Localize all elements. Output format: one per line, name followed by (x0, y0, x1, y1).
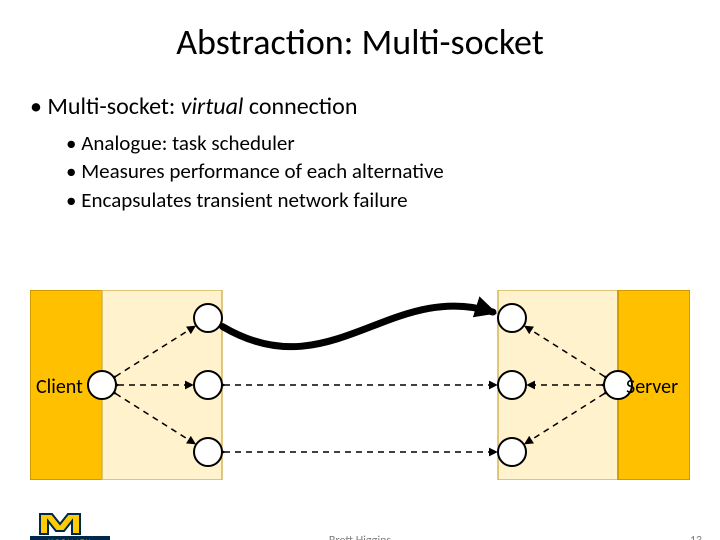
footer-author: Brett Higgins (0, 534, 720, 540)
sub-bullet: Encapsulates transient network failure (66, 186, 720, 214)
footer-page-number: 13 (690, 534, 702, 540)
main-bullet-prefix: Multi-socket: (47, 92, 180, 121)
server-label: Server (626, 375, 678, 399)
diagram-area: Client Server (30, 290, 690, 480)
main-bullet-italic: virtual (181, 92, 244, 121)
slide-title: Abstraction: Multi-socket (0, 20, 720, 64)
sub-bullet: Measures performance of each alternative (66, 157, 720, 185)
main-bullet: Multi-socket: virtual connection (30, 92, 720, 121)
bullet-list: Multi-socket: virtual connection Analogu… (30, 92, 720, 214)
main-bullet-suffix: connection (243, 92, 357, 121)
diagram-svg (30, 290, 690, 480)
client-label: Client (36, 375, 83, 399)
sub-bullet: Analogue: task scheduler (66, 129, 720, 157)
